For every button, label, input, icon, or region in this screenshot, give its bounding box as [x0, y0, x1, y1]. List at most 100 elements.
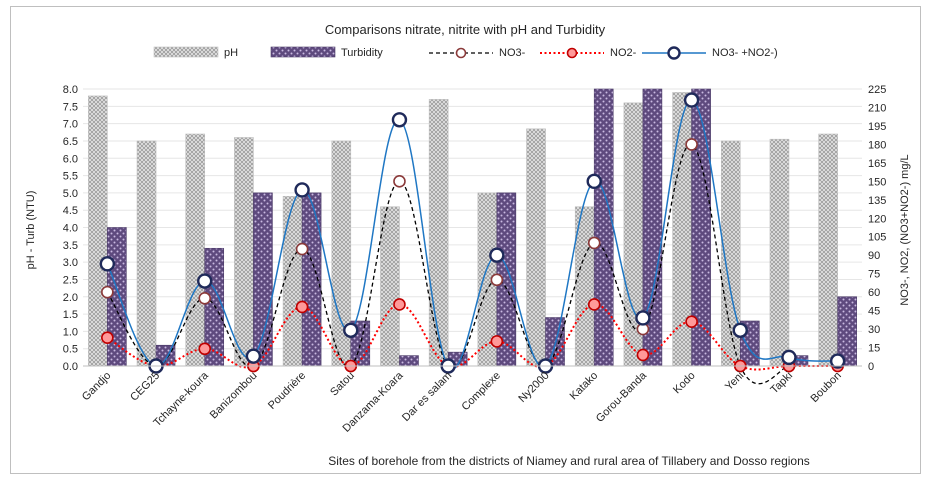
- series-marker: [685, 315, 698, 328]
- y-right-tick-label: 180: [868, 139, 886, 151]
- y-left-tick-label: 2.5: [63, 274, 78, 286]
- series-marker: [198, 342, 212, 356]
- x-tick-label: Ny2000: [516, 370, 551, 405]
- y-right-tick-label: 225: [868, 84, 886, 96]
- y-left-tick-label: 5.0: [63, 188, 78, 200]
- legend-swatch: [270, 46, 336, 58]
- series-marker: [101, 285, 114, 299]
- y-left-tick-label: 3.0: [63, 257, 78, 269]
- series-marker: [781, 349, 797, 366]
- legend-label: NO3- +NO2-): [712, 47, 778, 59]
- x-tick-label: Dar es salam: [400, 370, 454, 424]
- bar-ph: [526, 128, 546, 367]
- series-marker: [101, 331, 114, 344]
- x-tick-label: Yeni: [723, 370, 746, 393]
- bar-ph: [185, 133, 206, 367]
- x-axis-label: Sites of borehole from the districts of …: [328, 454, 810, 468]
- y-left-tick-label: 4.5: [63, 205, 78, 217]
- bar-turbidity: [253, 192, 273, 367]
- bars: [88, 88, 857, 367]
- bar-ph: [769, 138, 790, 367]
- bar-ph: [282, 196, 303, 367]
- x-tick-label: Tapki: [768, 370, 795, 397]
- series-marker: [587, 298, 601, 311]
- bar-ph: [380, 206, 400, 367]
- series-marker: [683, 92, 700, 108]
- series-marker: [635, 310, 651, 326]
- bar-ph: [234, 137, 254, 367]
- y-right-tick-label: 105: [868, 232, 886, 244]
- y-left-tick-label: 1.0: [63, 326, 78, 338]
- series-marker: [393, 298, 406, 311]
- series-marker: [685, 138, 698, 151]
- bar-ph: [428, 99, 449, 367]
- y-left-tick-label: 3.5: [63, 240, 78, 252]
- y-right-tick-label: 165: [868, 158, 886, 170]
- y-right-tick-label: 90: [868, 250, 880, 262]
- legend-marker: [566, 47, 578, 59]
- y-left-tick-label: 1.5: [63, 309, 78, 321]
- series-marker: [197, 273, 213, 289]
- series-marker: [636, 348, 650, 362]
- chart-title: Comparisons nitrate, nitrite with pH and…: [325, 22, 606, 37]
- x-tick-label: Banizombou: [208, 370, 260, 422]
- series-line: [106, 303, 838, 371]
- series-marker: [732, 322, 748, 338]
- series-marker: [490, 273, 504, 287]
- legend-label: Turbidity: [341, 47, 383, 59]
- y-right-tick-label: 195: [868, 121, 886, 133]
- x-tick-label: Gorou-Banda: [594, 369, 650, 425]
- x-tick-label: Katako: [568, 370, 601, 403]
- bar-ph: [818, 133, 838, 367]
- legend: pH Turbidity NO3- NO2- NO3- +NO2-): [153, 46, 778, 60]
- x-tick-label: Satou: [328, 370, 357, 399]
- legend-label: NO2-: [610, 47, 637, 59]
- series-marker: [391, 112, 408, 128]
- bar-turbidity: [593, 88, 614, 367]
- legend-label: NO3-: [499, 47, 526, 59]
- y-right-tick-label: 60: [868, 287, 880, 299]
- series-marker: [245, 348, 262, 364]
- legend-marker: [667, 46, 681, 60]
- legend-marker: [455, 47, 467, 59]
- bar-turbidity: [399, 355, 419, 367]
- y-right-tick-label: 120: [868, 213, 886, 225]
- series-marker: [295, 300, 309, 314]
- y-left-tick-label: 7.5: [63, 101, 78, 113]
- x-tick-label: Gandjo: [80, 370, 114, 404]
- x-tick-label: CEG25: [128, 370, 162, 404]
- x-tick-label: Complexe: [459, 370, 503, 414]
- x-tick-label: Kodo: [671, 370, 698, 397]
- legend-label: pH: [224, 47, 238, 59]
- series-marker: [99, 256, 116, 272]
- chart-svg: Comparisons nitrate, nitrite with pH and…: [25, 22, 911, 468]
- series-marker: [295, 242, 309, 256]
- series-marker: [294, 182, 310, 198]
- y-right-tick-label: 75: [868, 269, 880, 281]
- y-left-tick-label: 0.0: [63, 361, 78, 373]
- y-left-tick-label: 4.0: [63, 223, 78, 235]
- series-marker: [490, 335, 504, 348]
- y-right-tick-label: 15: [868, 343, 880, 355]
- y-axis-right-label: NO3-, NO2, (NO3+NO2-) mg/L: [899, 154, 911, 305]
- series-marker: [586, 173, 602, 190]
- series-line: [106, 143, 790, 385]
- y-right-tick-label: 0: [868, 361, 874, 373]
- y-left-tick-label: 6.0: [63, 153, 78, 165]
- y-left-tick-label: 8.0: [63, 84, 78, 96]
- y-left-tick-label: 2.0: [63, 292, 78, 304]
- y-right-tick-label: 30: [868, 324, 880, 336]
- series-marker: [829, 353, 846, 369]
- y-right-tick-label: 135: [868, 195, 886, 207]
- bar-ph: [88, 95, 108, 367]
- series-marker: [198, 291, 212, 305]
- y-right-tick-label: 150: [868, 176, 886, 188]
- series-marker: [343, 322, 359, 338]
- y-right-tick-label: 45: [868, 306, 880, 318]
- series-marker: [489, 247, 505, 263]
- y-axis-left-label: pH - Turb (NTU): [25, 191, 37, 270]
- y-left-tick-label: 5.5: [63, 171, 78, 183]
- series-marker: [587, 236, 601, 250]
- y-right-tick-label: 210: [868, 102, 886, 114]
- y-left-tick-label: 7.0: [63, 119, 78, 131]
